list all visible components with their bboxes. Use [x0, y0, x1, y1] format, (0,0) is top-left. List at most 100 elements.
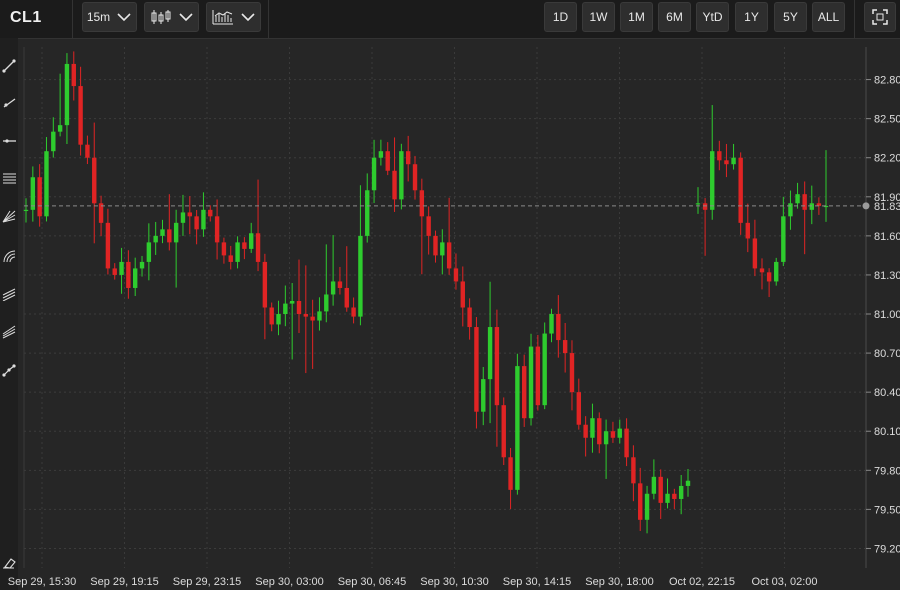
candle	[823, 150, 829, 222]
candle-body	[92, 157, 97, 204]
tool-fib-retracement[interactable]	[0, 164, 18, 192]
candle-body	[64, 63, 70, 126]
candle-body	[426, 216, 431, 236]
last-price-line: 81.83	[24, 201, 900, 213]
range-1d-button[interactable]: 1D	[544, 2, 577, 32]
candle-body	[556, 314, 561, 341]
range-5y-button[interactable]: 5Y	[774, 2, 807, 32]
x-tick-label: Sep 29, 19:15	[90, 576, 159, 588]
candle-body	[57, 125, 63, 132]
candle	[310, 299, 315, 369]
x-tick-label: Sep 30, 18:00	[585, 576, 654, 588]
candle	[678, 474, 684, 515]
candle-body	[658, 476, 663, 503]
interval-dropdown[interactable]: 15m	[82, 2, 137, 32]
candle-body	[351, 307, 356, 317]
tool-pitchfork[interactable]	[0, 318, 18, 346]
tool-channel[interactable]	[0, 280, 18, 308]
divider	[854, 0, 855, 38]
candle-body	[781, 216, 786, 262]
candle-body	[460, 281, 465, 308]
candle-body	[167, 229, 172, 243]
indicators-dropdown[interactable]	[206, 2, 261, 32]
candle	[474, 317, 479, 429]
y-tick-label: 82.50	[874, 114, 900, 126]
candle	[651, 459, 657, 500]
fib-retracement-icon	[3, 173, 16, 184]
tool-horizontal-line[interactable]	[0, 126, 18, 154]
candle-body	[242, 242, 247, 249]
candle-body	[752, 238, 758, 269]
candle	[710, 105, 715, 220]
candle	[112, 263, 117, 280]
range-all-button[interactable]: ALL	[812, 2, 845, 32]
candle	[37, 164, 42, 227]
chart-type-dropdown[interactable]	[144, 2, 199, 32]
x-tick-label: Sep 29, 15:30	[8, 576, 77, 588]
tool-eraser[interactable]	[0, 548, 18, 576]
candle	[255, 179, 261, 272]
tool-path[interactable]	[0, 356, 18, 384]
candle-body	[535, 346, 541, 406]
candle-body	[481, 379, 486, 412]
candle-body	[501, 405, 506, 458]
indicators-icon	[212, 10, 233, 25]
candle	[412, 155, 418, 200]
y-tick-label: 81.30	[874, 270, 900, 282]
pitchfork-icon	[2, 325, 16, 339]
candle-body	[317, 311, 322, 321]
candle	[378, 139, 384, 166]
candle	[214, 199, 220, 260]
candle-body	[802, 194, 807, 210]
candle	[160, 219, 165, 244]
range-1w-button[interactable]: 1W	[582, 2, 615, 32]
candle	[23, 198, 29, 223]
candle	[788, 190, 793, 230]
tool-trendline[interactable]	[0, 52, 18, 80]
candle-body	[23, 209, 29, 212]
tool-arc[interactable]	[0, 242, 18, 270]
candle-body	[738, 157, 743, 223]
candle-body	[105, 222, 111, 269]
candle-body	[187, 212, 192, 217]
candle-body	[194, 216, 199, 230]
candle	[508, 447, 513, 510]
candle-body	[358, 235, 363, 317]
range-ytd-button[interactable]: YtD	[696, 2, 729, 32]
candle	[194, 210, 199, 245]
tool-gann-fan[interactable]	[0, 202, 18, 230]
candle	[187, 196, 192, 235]
fullscreen-button[interactable]	[864, 2, 896, 32]
candle-body	[37, 177, 42, 217]
range-6m-button[interactable]: 6M	[658, 2, 691, 32]
candle	[781, 196, 786, 267]
candle-body	[583, 424, 588, 438]
candle-body	[201, 209, 206, 230]
candle	[146, 223, 152, 281]
candle-body	[221, 242, 227, 256]
candle-body	[474, 327, 479, 412]
candle	[405, 135, 411, 182]
candle	[283, 285, 288, 327]
candle-body	[569, 353, 575, 393]
last-price-marker	[862, 202, 870, 210]
candle-body	[119, 261, 124, 275]
trendline-icon	[2, 59, 16, 73]
candle-body	[330, 281, 336, 295]
price-chart[interactable]: 81.83 79.20 79.50 79.80 80.10 80.40 80.70 81.0…	[0, 38, 900, 590]
candle	[672, 488, 677, 510]
range-1y-button[interactable]: 1Y	[735, 2, 768, 32]
interval-label: 15m	[86, 10, 111, 24]
candle-body	[638, 483, 643, 520]
candle-body	[685, 480, 691, 486]
tool-ray[interactable]	[0, 88, 18, 116]
candle	[399, 143, 404, 210]
range-1m-button[interactable]: 1M	[620, 2, 653, 32]
candle-body	[146, 242, 152, 262]
candlestick-icon	[151, 10, 170, 24]
candle-body	[289, 300, 295, 304]
candle	[501, 397, 506, 466]
candle	[71, 51, 76, 101]
candle	[731, 143, 736, 170]
candle-body	[30, 177, 36, 210]
